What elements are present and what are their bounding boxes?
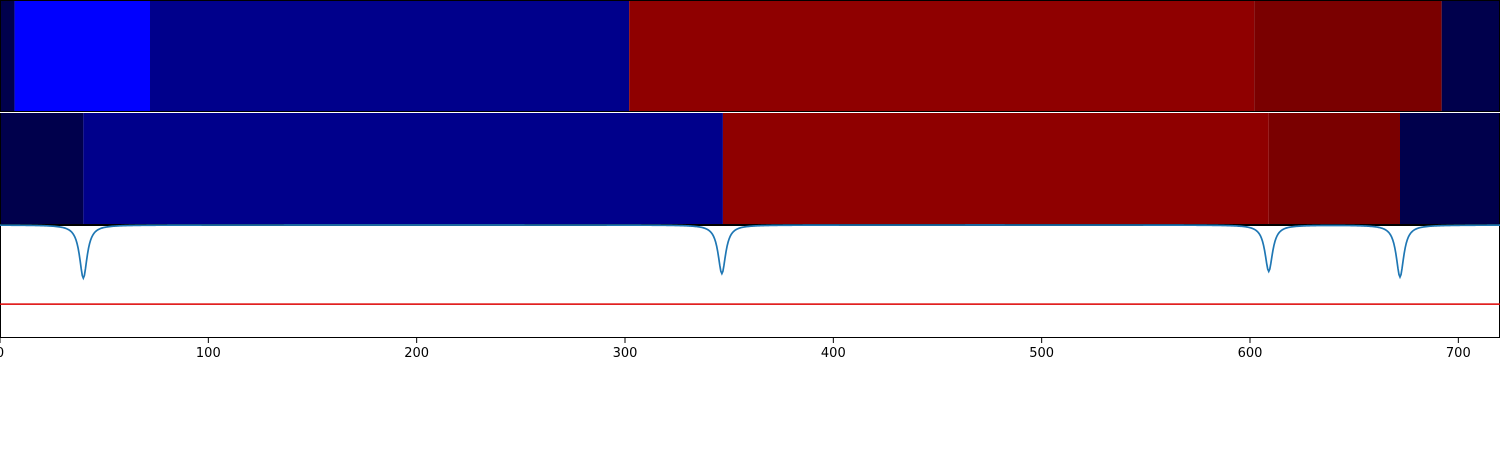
heatmap-cell-r1-2 — [14, 0, 151, 112]
heatmap-cell-r1-5 — [1254, 0, 1442, 112]
x-tick-label: 400 — [821, 346, 846, 361]
signal-panel-frame — [0, 225, 1500, 338]
x-tick-label: 500 — [1029, 346, 1054, 361]
x-tick-label: 300 — [613, 346, 638, 361]
heatmap-row-1 — [0, 0, 1500, 112]
heatmap-cell-r2-1 — [0, 112, 84, 225]
heatmap-row-2 — [0, 112, 1500, 225]
heatmap-cell-r1-6 — [1441, 0, 1500, 112]
x-tick-label: 600 — [1238, 346, 1263, 361]
x-axis: 0 100 200 300 400 500 600 700 — [0, 338, 1471, 361]
heatmap-cell-r1-1 — [0, 0, 15, 112]
heatmap-cell-r1-3 — [150, 0, 630, 112]
heatmap-cell-r2-3 — [722, 112, 1269, 225]
heatmap-cell-r1-4 — [629, 0, 1255, 112]
signal-line — [0, 224, 1500, 281]
signal-panel — [0, 224, 1500, 338]
x-tick-label: 0 — [0, 346, 4, 361]
x-tick-label: 200 — [404, 346, 429, 361]
heatmap-cell-r2-4 — [1268, 112, 1400, 225]
x-tick-label: 100 — [196, 346, 221, 361]
x-tick-label: 700 — [1446, 346, 1471, 361]
heatmap-cell-r2-2 — [83, 112, 723, 225]
heatmap-cell-r2-5 — [1400, 112, 1500, 225]
